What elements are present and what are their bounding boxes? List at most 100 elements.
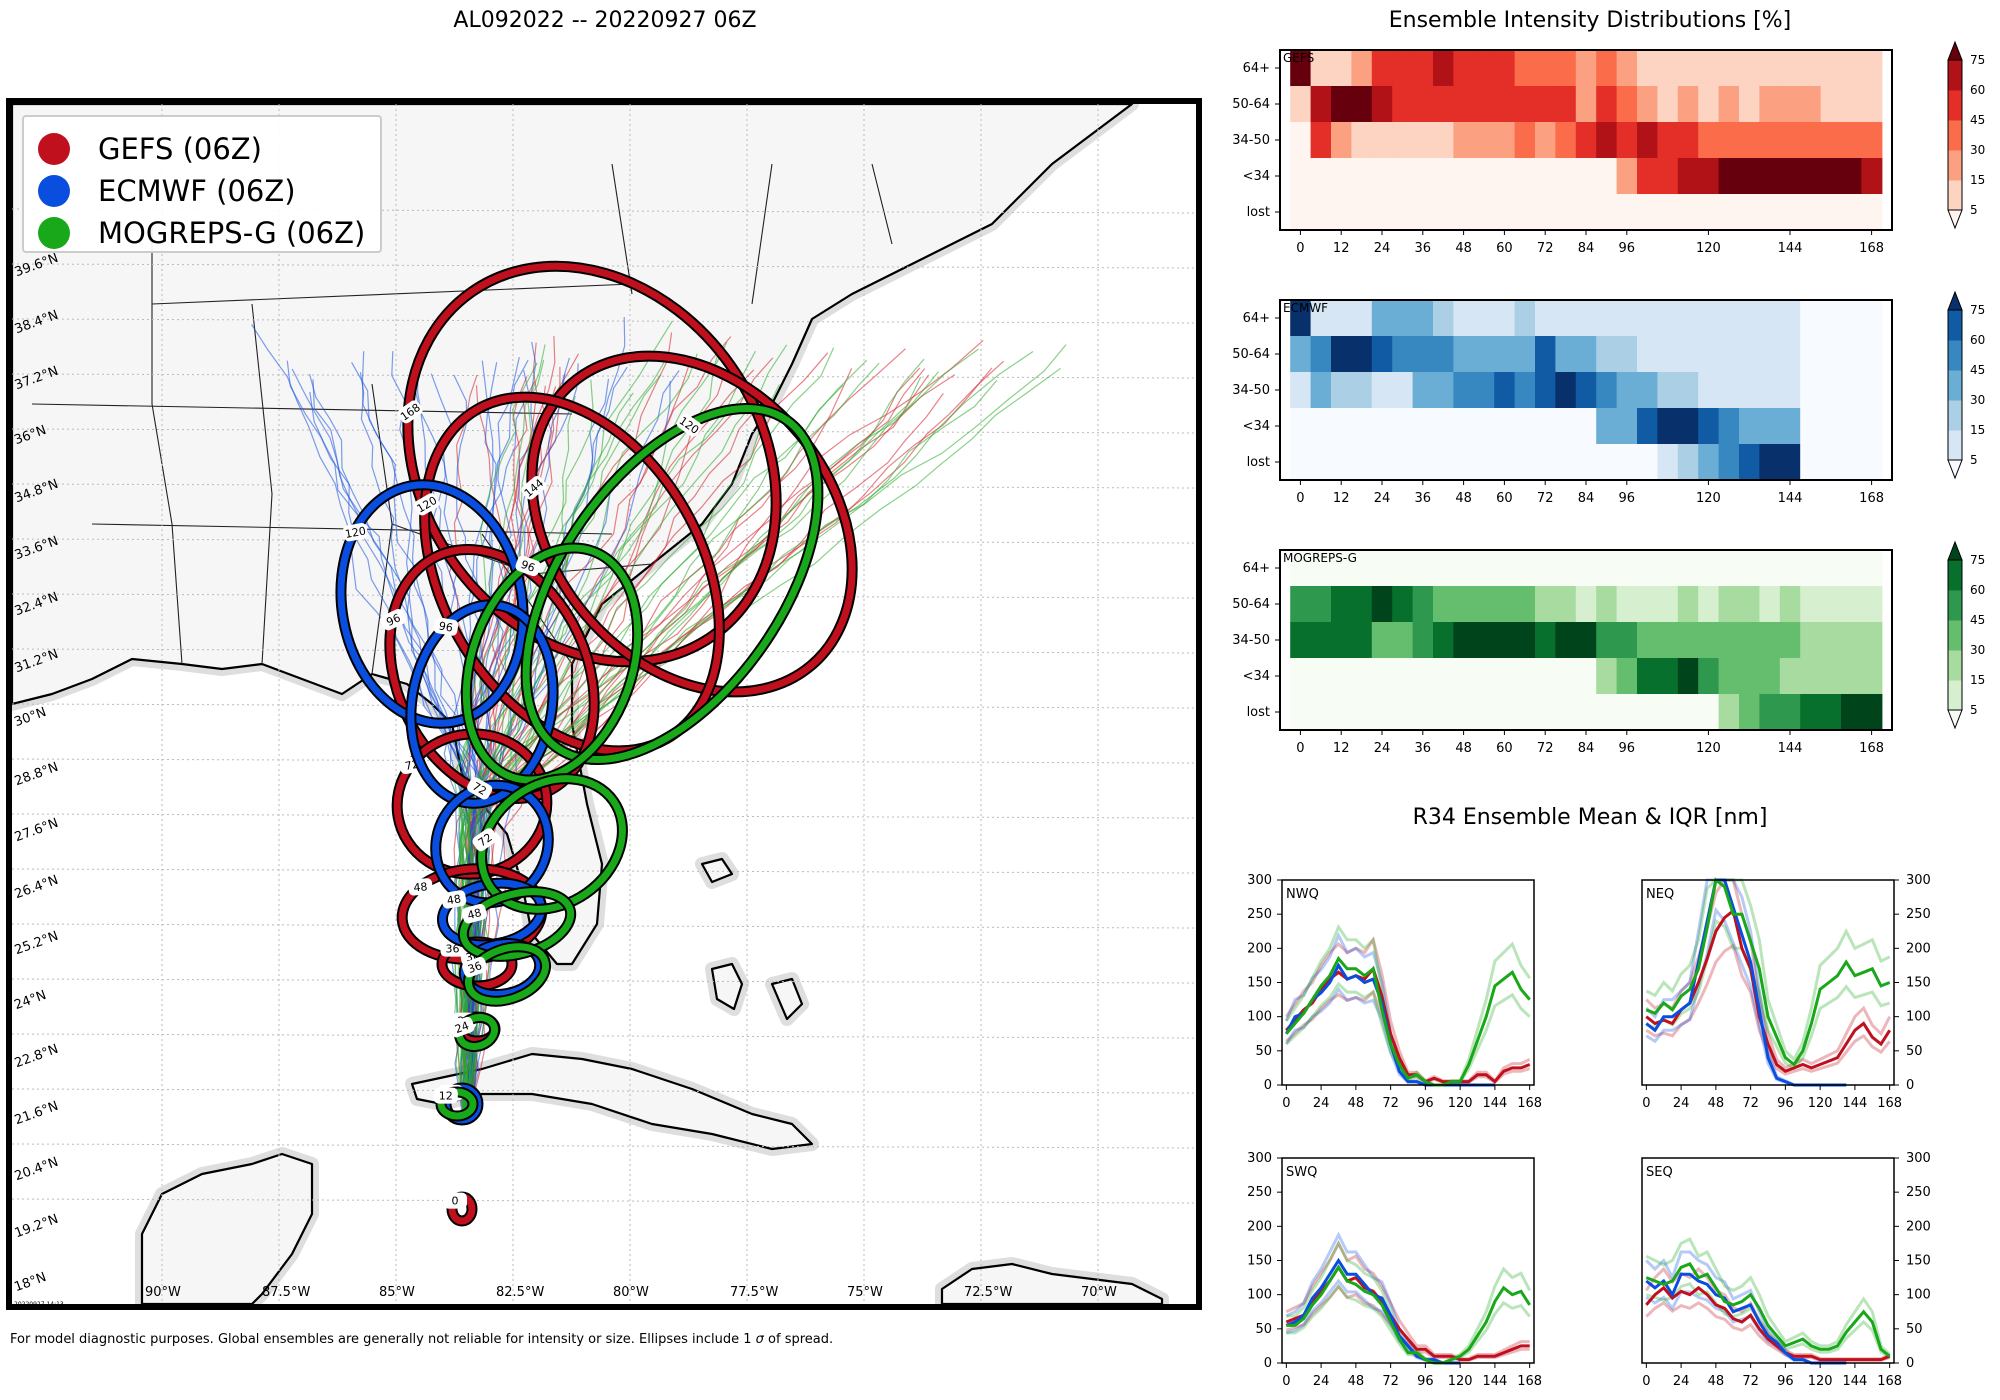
heat-cell — [1861, 586, 1883, 623]
x-tick-label: 24 — [1673, 1096, 1690, 1111]
heat-cell — [1575, 86, 1597, 123]
heat-cell — [1739, 444, 1760, 481]
x-tick-label: 36 — [1415, 741, 1432, 756]
r34-iqr-ecmwf — [1285, 1231, 1461, 1365]
x-tick-label: 120 — [1696, 241, 1721, 256]
r34-mean-ecmwf — [1285, 1257, 1461, 1365]
x-tick-label: 120 — [1808, 1374, 1833, 1389]
ellipse-label: 48 — [413, 880, 428, 894]
heat-cell — [1535, 658, 1556, 695]
ellipse-label-bg — [449, 1016, 475, 1038]
r34-panel-label: SWQ — [1286, 1165, 1317, 1180]
colorbar-tick-label: 5 — [1970, 203, 1978, 217]
heat-cell — [1841, 336, 1862, 373]
r34-mean-mogreps-g — [1645, 877, 1891, 1067]
x-tick-label: 168 — [1517, 1374, 1542, 1389]
colorbar-min-cap — [1947, 709, 1963, 730]
heat-cell — [1759, 158, 1781, 195]
heat-cell — [1677, 194, 1699, 231]
heat-cell — [1657, 408, 1679, 445]
heat-cell — [1718, 622, 1740, 659]
heat-cell — [1351, 444, 1373, 481]
heat-cell — [1433, 694, 1454, 731]
heat-cell — [1779, 300, 1801, 337]
heat-cell — [1616, 50, 1638, 87]
heat-cell — [1637, 586, 1658, 623]
heat-cell — [1371, 300, 1393, 337]
heat-cell — [1331, 372, 1352, 409]
heat-cell — [1861, 86, 1883, 123]
state-border-10 — [871, 163, 893, 245]
heat-cell — [1657, 622, 1679, 659]
heat-cell — [1535, 158, 1556, 195]
heat-cell — [1718, 550, 1740, 587]
heat-cell — [1698, 444, 1720, 481]
heat-cell — [1412, 694, 1434, 731]
heat-cell — [1779, 586, 1801, 623]
heat-cell — [1351, 658, 1373, 695]
heat-cell — [1575, 300, 1597, 337]
r34-panel-seq: SEQ 0 50 100 150 200 250 300 0 24 48 72 96 120 144 168 — [1641, 1151, 1931, 1389]
heat-cell — [1371, 622, 1393, 659]
heat-cell — [1331, 550, 1352, 587]
heat-cell — [1371, 444, 1393, 481]
heat-cell — [1310, 336, 1332, 373]
heat-cell — [1596, 550, 1618, 587]
heat-cell — [1575, 372, 1597, 409]
heat-cell — [1616, 550, 1638, 587]
heat-cell — [1637, 158, 1658, 195]
lon-label: 87.5°W — [262, 1285, 311, 1300]
colorbar-blues: 5 15 30 45 60 75 — [1947, 290, 1985, 480]
heat-cell — [1677, 300, 1699, 337]
r34-iqr-gefs — [1285, 1240, 1530, 1361]
r34-mean-mogreps-g — [1645, 1262, 1891, 1358]
heat-cell — [1575, 50, 1597, 87]
heat-cell — [1596, 408, 1618, 445]
colorbar-min-cap — [1947, 459, 1963, 480]
heat-cell — [1514, 408, 1536, 445]
heat-cell — [1861, 336, 1883, 373]
heat-cell — [1535, 50, 1556, 87]
heat-cell — [1657, 194, 1679, 231]
lat-gridline — [12, 703, 1196, 709]
heat-cell — [1616, 586, 1638, 623]
y-tick-label: 0 — [1264, 1356, 1272, 1371]
heat-cell — [1841, 694, 1862, 731]
x-tick-label: 24 — [1374, 491, 1391, 506]
heat-cell — [1290, 622, 1312, 659]
colorbar-seg — [1948, 430, 1962, 461]
colorbar-frame — [1947, 59, 1963, 211]
heat-cell — [1616, 194, 1638, 231]
x-tick-label: 84 — [1578, 491, 1595, 506]
heat-cell — [1555, 86, 1577, 123]
r34-iqr-ecmwf — [1285, 986, 1495, 1087]
heat-cell — [1433, 586, 1454, 623]
heat-cell — [1718, 658, 1740, 695]
heat-cell — [1433, 300, 1454, 337]
ellipse-label: 0 — [452, 1195, 459, 1208]
y-tick-label: 100 — [1247, 1288, 1272, 1303]
heat-cell — [1759, 444, 1781, 481]
ellipse-ring — [462, 544, 642, 784]
heat-cell — [1616, 372, 1638, 409]
heat-cell — [1800, 300, 1822, 337]
heat-cell — [1310, 658, 1332, 695]
ellipse-m-24: 24 — [449, 1011, 501, 1053]
intensity-title: Ensemble Intensity Distributions [%] — [1388, 8, 1792, 33]
colorbar-seg — [1948, 650, 1962, 681]
heat-cell — [1371, 372, 1393, 409]
heat-cell — [1331, 300, 1352, 337]
heat-cell — [1739, 550, 1760, 587]
heat-cell — [1841, 658, 1862, 695]
heat-cell — [1575, 586, 1597, 623]
heat-cell — [1779, 86, 1801, 123]
x-tick-label: 36 — [1415, 491, 1432, 506]
heat-cell — [1779, 444, 1801, 481]
r34-iqr-mogreps-g — [1645, 878, 1891, 1062]
heat-cell — [1637, 622, 1658, 659]
heat-cell — [1371, 122, 1393, 159]
r34-iqr-mogreps-g — [1286, 1240, 1532, 1365]
y-tick-label: 200 — [1247, 941, 1272, 956]
ellipse-g-0: 0 — [443, 1191, 478, 1227]
heat-cell — [1739, 408, 1760, 445]
